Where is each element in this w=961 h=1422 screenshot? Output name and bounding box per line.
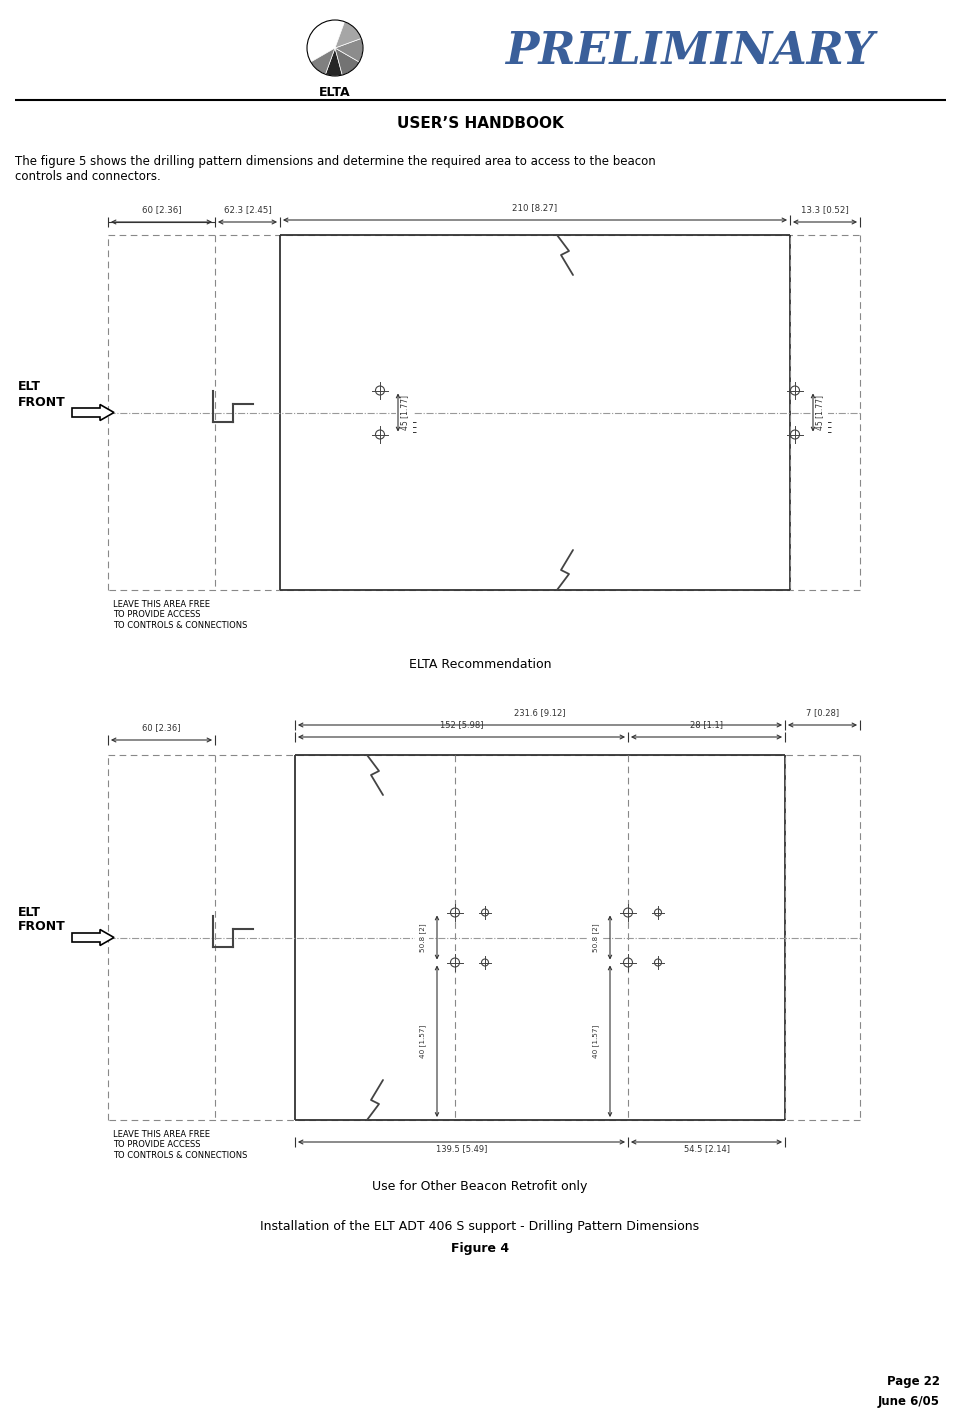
Text: The figure 5 shows the drilling pattern dimensions and determine the required ar: The figure 5 shows the drilling pattern …	[15, 155, 655, 183]
Text: 7 [0.28]: 7 [0.28]	[806, 708, 839, 717]
Wedge shape	[326, 48, 342, 75]
Text: Figure 4: Figure 4	[451, 1241, 509, 1256]
Wedge shape	[335, 21, 361, 48]
Wedge shape	[335, 38, 363, 63]
Text: 60 [2.36]: 60 [2.36]	[141, 205, 182, 213]
Text: Use for Other Beacon Retrofit only: Use for Other Beacon Retrofit only	[372, 1180, 588, 1193]
Text: PRELIMINARY: PRELIMINARY	[505, 30, 875, 74]
Text: 13.3 [0.52]: 13.3 [0.52]	[801, 205, 849, 213]
Wedge shape	[310, 48, 335, 74]
Text: USER’S HANDBOOK: USER’S HANDBOOK	[397, 117, 563, 131]
Text: 28 [1.1]: 28 [1.1]	[690, 720, 723, 729]
Text: 231.6 [9.12]: 231.6 [9.12]	[514, 708, 566, 717]
Text: 54.5 [2.14]: 54.5 [2.14]	[683, 1145, 729, 1153]
Text: Page 22: Page 22	[887, 1375, 940, 1388]
Text: ELT
FRONT: ELT FRONT	[18, 906, 65, 933]
Text: 210 [8.27]: 210 [8.27]	[512, 203, 557, 212]
Text: LEAVE THIS AREA FREE
TO PROVIDE ACCESS
TO CONTROLS & CONNECTIONS: LEAVE THIS AREA FREE TO PROVIDE ACCESS T…	[113, 1130, 247, 1160]
FancyArrow shape	[72, 404, 114, 421]
Text: 40 [1.57]: 40 [1.57]	[592, 1025, 599, 1058]
Text: ELTA: ELTA	[319, 85, 351, 100]
Text: 60 [2.36]: 60 [2.36]	[142, 722, 181, 732]
Text: 45 [1.77]: 45 [1.77]	[815, 395, 824, 429]
Text: 62.3 [2.45]: 62.3 [2.45]	[224, 205, 271, 213]
FancyArrow shape	[72, 930, 114, 946]
Text: 50.8 [2]: 50.8 [2]	[592, 923, 599, 951]
Text: LEAVE THIS AREA FREE
TO PROVIDE ACCESS
TO CONTROLS & CONNECTIONS: LEAVE THIS AREA FREE TO PROVIDE ACCESS T…	[113, 600, 247, 630]
Text: June 6/05: June 6/05	[878, 1395, 940, 1408]
Text: Installation of the ELT ADT 406 S support - Drilling Pattern Dimensions: Installation of the ELT ADT 406 S suppor…	[260, 1220, 700, 1233]
Text: 139.5 [5.49]: 139.5 [5.49]	[435, 1145, 487, 1153]
Text: 45 [1.77]: 45 [1.77]	[400, 395, 409, 429]
Wedge shape	[335, 48, 359, 75]
Text: ELT
FRONT: ELT FRONT	[18, 381, 65, 408]
Text: 152 [5.98]: 152 [5.98]	[440, 720, 483, 729]
Text: 50.8 [2]: 50.8 [2]	[419, 923, 426, 951]
Text: 40 [1.57]: 40 [1.57]	[419, 1025, 426, 1058]
Text: ELTA Recommendation: ELTA Recommendation	[408, 658, 552, 671]
